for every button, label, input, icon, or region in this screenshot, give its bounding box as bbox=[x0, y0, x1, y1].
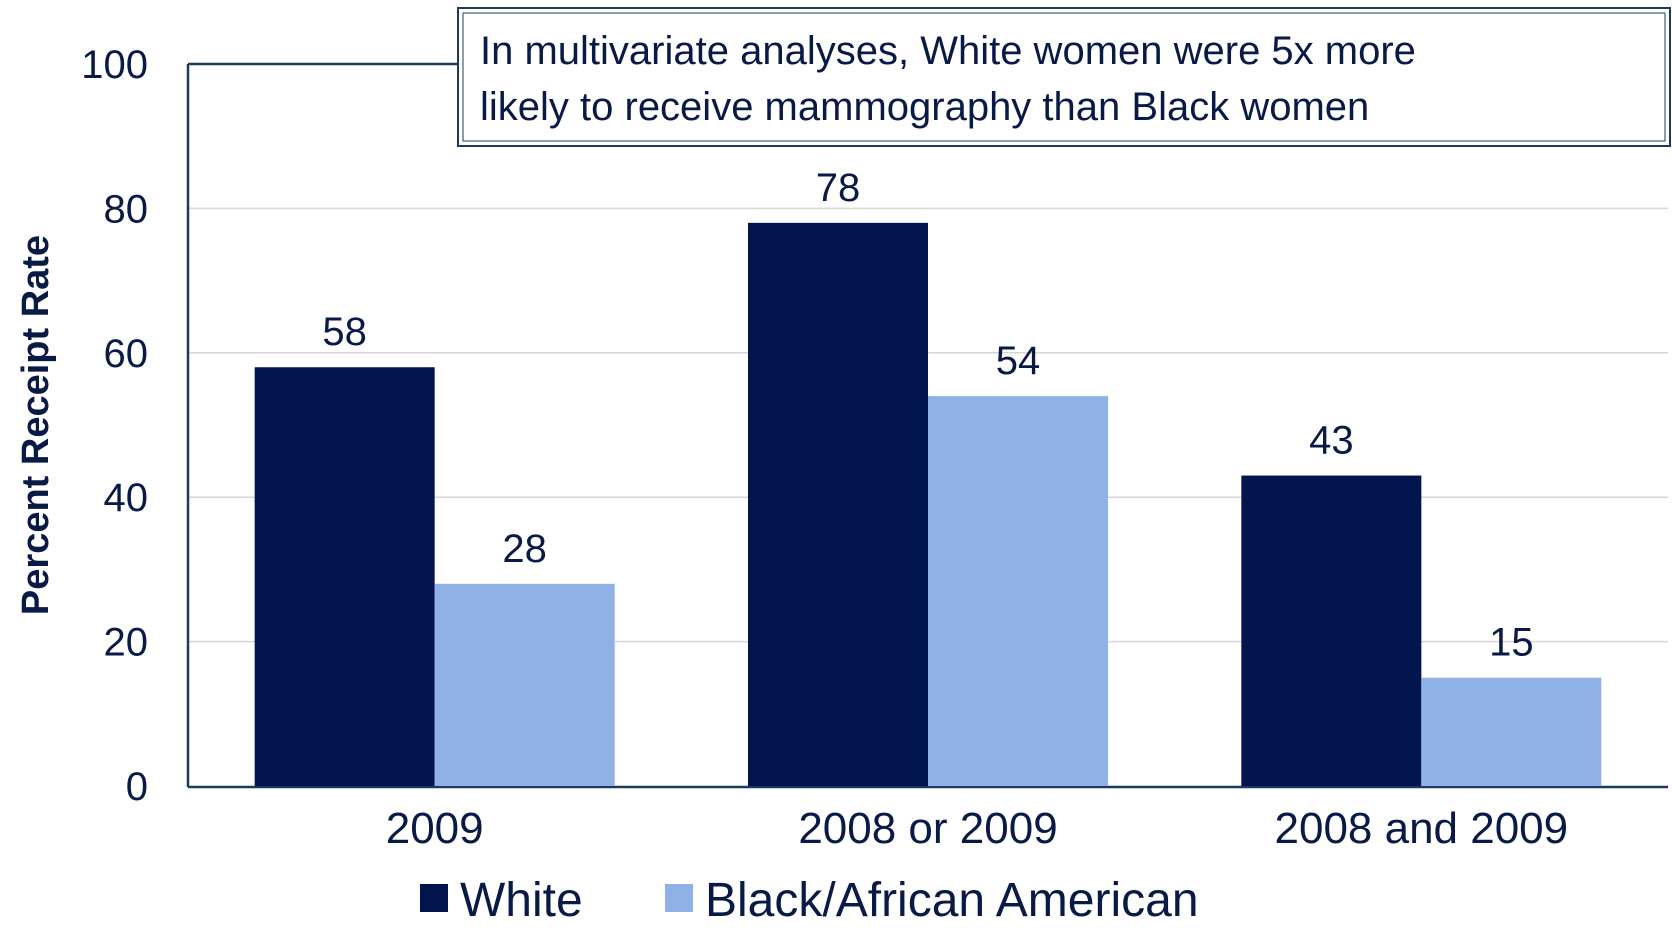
bar bbox=[928, 396, 1108, 786]
y-tick-label: 0 bbox=[126, 765, 148, 809]
data-label: 15 bbox=[1489, 621, 1534, 665]
annotation-text: likely to receive mammography than Black… bbox=[480, 85, 1369, 129]
annotation-box bbox=[457, 7, 1671, 147]
y-tick-label: 20 bbox=[104, 621, 149, 665]
bar bbox=[748, 222, 928, 787]
y-axis-label: Percent Receipt Rate bbox=[15, 235, 57, 615]
x-tick-label: 2009 bbox=[386, 804, 484, 853]
data-label: 54 bbox=[996, 339, 1041, 383]
legend-swatch bbox=[665, 884, 693, 912]
bar bbox=[1241, 475, 1422, 786]
bar bbox=[254, 367, 435, 786]
y-tick-label: 100 bbox=[81, 43, 148, 87]
legend-label: White bbox=[460, 874, 583, 927]
annotation-text: In multivariate analyses, White women we… bbox=[480, 29, 1416, 73]
bar bbox=[434, 583, 615, 786]
bar bbox=[1421, 677, 1602, 786]
data-label: 58 bbox=[322, 310, 367, 354]
y-tick-label: 80 bbox=[104, 187, 149, 231]
legend-label: Black/African American bbox=[705, 874, 1199, 927]
x-tick-label: 2008 and 2009 bbox=[1275, 804, 1569, 853]
data-label: 78 bbox=[816, 166, 861, 210]
data-label: 28 bbox=[502, 527, 547, 571]
data-label: 43 bbox=[1309, 419, 1354, 463]
legend-swatch bbox=[420, 884, 448, 912]
y-tick-label: 60 bbox=[104, 332, 149, 376]
y-tick-label: 40 bbox=[104, 476, 149, 520]
annotation-box-inner bbox=[462, 12, 1666, 142]
x-tick-label: 2008 or 2009 bbox=[798, 804, 1057, 853]
